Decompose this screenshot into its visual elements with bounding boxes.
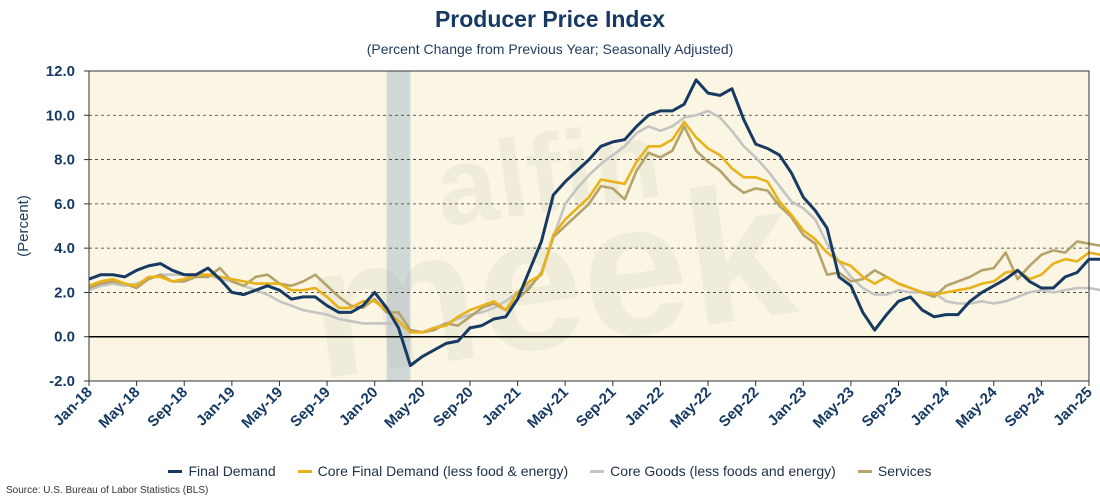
x-tick-label: Sep-23 [859, 384, 906, 431]
y-tick-label: 8.0 [54, 152, 75, 169]
legend-swatch [297, 469, 312, 473]
legend-item: Final Demand [168, 463, 276, 479]
legend-item: Core Final Demand (less food & energy) [297, 463, 569, 479]
recession-band [386, 71, 411, 381]
legend-label: Final Demand [188, 463, 276, 479]
legend-item: Services [857, 463, 932, 479]
legend-swatch [168, 469, 183, 473]
x-tick-label: Jan-19 [193, 384, 239, 430]
x-tick-label: May-18 [95, 384, 143, 432]
legend-label: Core Final Demand (less food & energy) [317, 463, 569, 479]
legend-label: Services [877, 463, 932, 479]
y-axis-label: (Percent) [15, 195, 32, 257]
series-line-services [88, 125, 1100, 334]
x-tick-label: Jan-25 [1050, 384, 1096, 430]
x-tick-label: May-19 [238, 384, 286, 432]
plot-area [89, 71, 1089, 381]
x-tick-label: Sep-22 [716, 384, 763, 431]
chart-title: Producer Price Index [434, 6, 666, 32]
legend: Final Demand Core Final Demand (less food… [0, 463, 1100, 479]
x-tick-label: Jan-22 [622, 384, 668, 430]
chart-subtitle: (Percent Change from Previous Year; Seas… [366, 41, 734, 57]
x-tick-label: May-23 [810, 384, 858, 432]
series-line-core-final-demand-less-food-energy [88, 120, 1100, 334]
y-tick-label: 12.0 [46, 63, 75, 80]
x-tick-label: May-21 [524, 384, 572, 432]
x-tick-label: May-24 [953, 383, 1001, 431]
x-tick-label: Jan-18 [50, 384, 96, 430]
x-tick-label: Jan-23 [764, 384, 810, 430]
y-tick-label: -2.0 [49, 373, 75, 390]
series-line-final-demand [88, 78, 1100, 367]
legend-label: Core Goods (less foods and energy) [610, 463, 836, 479]
y-tick-label: 0.0 [54, 329, 75, 346]
x-tick-label: Sep-24 [1001, 383, 1048, 430]
y-tick-label: 6.0 [54, 196, 75, 213]
x-tick-label: Jan-24 [907, 383, 953, 429]
y-tick-label: 2.0 [54, 284, 75, 301]
plot-border [88, 70, 1090, 382]
y-tick-label: 4.0 [54, 240, 75, 257]
legend-item: Core Goods (less foods and energy) [590, 463, 836, 479]
x-tick-label: Sep-21 [573, 384, 620, 431]
y-tick-label: 10.0 [46, 107, 75, 124]
legend-swatch [857, 469, 872, 473]
x-tick-label: Sep-18 [144, 384, 191, 431]
x-tick-label: May-22 [667, 384, 715, 432]
source-note: Source: U.S. Bureau of Labor Statistics … [6, 485, 209, 496]
legend-swatch [590, 469, 605, 473]
